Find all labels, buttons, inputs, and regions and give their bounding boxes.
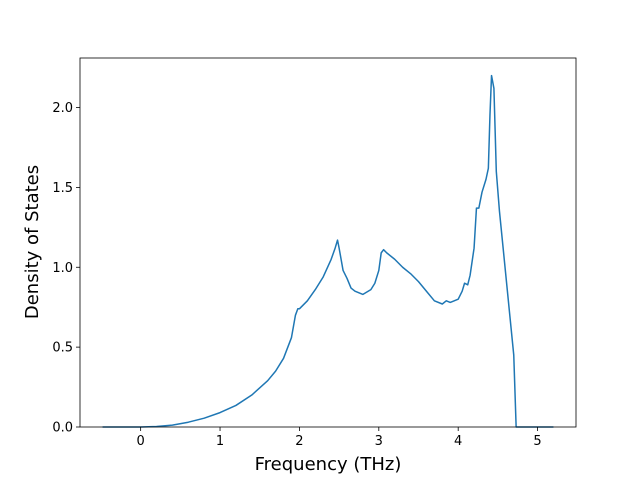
y-tick-label: 0.5 (52, 341, 73, 356)
y-axis-label: Density of States (22, 165, 43, 319)
line-series (102, 74, 554, 428)
y-tick-label: 1.0 (52, 261, 73, 276)
y-tick-label: 1.5 (52, 181, 73, 196)
x-axis-label: Frequency (THz) (255, 454, 402, 475)
x-tick-label: 0 (137, 434, 145, 449)
x-tick-label: 2 (295, 434, 303, 449)
x-tick-label: 3 (375, 434, 383, 449)
x-tick-label: 5 (533, 434, 541, 449)
y-tick-label: 0.0 (52, 421, 73, 436)
y-tick-label: 2.0 (52, 101, 73, 116)
x-tick-label: 4 (454, 434, 462, 449)
x-tick-label: 1 (216, 434, 224, 449)
plot-frame (79, 57, 577, 428)
